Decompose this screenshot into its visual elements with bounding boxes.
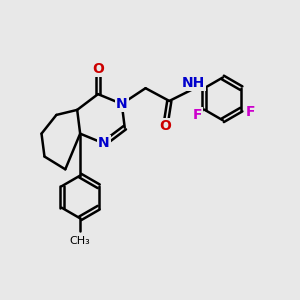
Text: F: F: [193, 108, 202, 122]
Text: CH₃: CH₃: [70, 236, 91, 247]
Text: N: N: [98, 136, 110, 151]
Text: N: N: [116, 97, 128, 111]
Text: F: F: [245, 105, 255, 119]
Text: NH: NH: [182, 76, 205, 89]
Text: O: O: [160, 118, 171, 133]
Text: O: O: [92, 62, 104, 76]
